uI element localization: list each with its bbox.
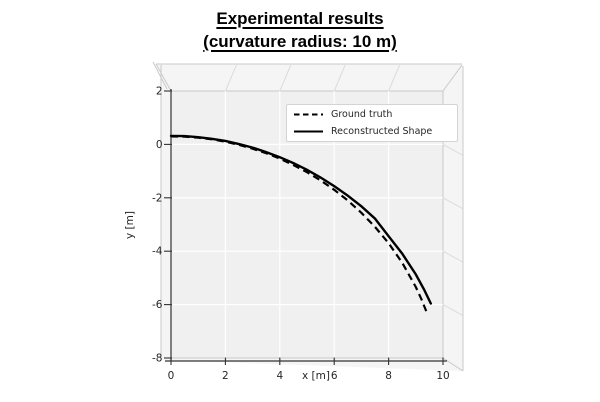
x-tick-label: 0 [168,370,175,382]
gridline-top-band [224,64,237,92]
y-tick-label: 2 [156,86,163,98]
pane-left [156,64,171,360]
gridline-right-band [442,197,464,210]
y-tick-label: -8 [152,353,162,365]
gridline-right-band [442,304,464,317]
y-tick-label: -6 [152,299,163,311]
chart-title-block: Experimental results (curvature radius: … [0,7,600,53]
pane-top [156,64,462,91]
box-edge-top-right [442,64,463,92]
gridline-right-band [442,143,464,156]
legend-label: Ground truth [331,109,393,120]
chart-title: Experimental results [216,9,384,28]
legend: Ground truth Reconstructed Shape [286,104,458,142]
x-tick-label: 10 [436,370,449,382]
gridline-top-band [333,64,346,92]
box-edge-top-left [155,63,172,92]
legend-item-reconstructed-shape: Reconstructed Shape [287,123,457,140]
box-edge-bottom-right [442,357,464,372]
y-tick-label: -4 [152,246,163,258]
solid-line-icon [294,130,323,133]
x-tick-label: 8 [385,370,392,382]
gridline-right-band [442,250,464,263]
legend-item-ground-truth: Ground truth [287,106,457,123]
x-tick-label: 6 [331,370,338,382]
x-tick-label: 2 [222,370,229,382]
y-tick-label: -2 [152,192,162,204]
x-tick-label: 4 [276,370,283,382]
x-axis-label: x [m] [302,370,330,382]
legend-label: Reconstructed Shape [331,126,433,137]
dashed-line-icon [294,113,323,116]
gridline-top-band [388,64,401,92]
box-edge-top-left-outer [152,61,168,90]
y-axis-label: y [m] [124,211,136,239]
reconstructed-shape-curve [169,134,432,305]
ground-truth-curve [170,135,428,313]
y-tick-label: 0 [156,139,163,151]
chart-subtitle: (curvature radius: 10 m) [203,32,397,51]
gridline-top-band [279,64,292,92]
